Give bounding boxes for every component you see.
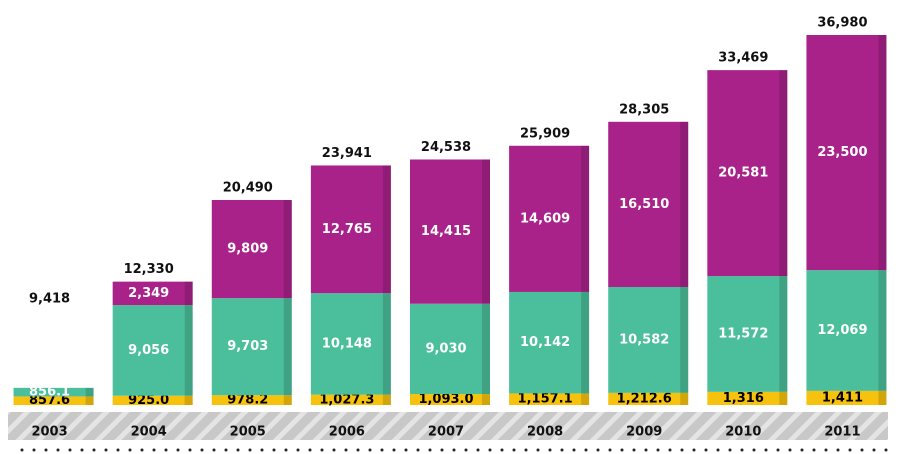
bar-side [581, 291, 590, 394]
segment-label: 978.2 [227, 393, 268, 408]
segment-label: 10,142 [520, 335, 570, 350]
bar-segment [112, 281, 193, 306]
bar-side [878, 390, 887, 405]
bar-segment [509, 145, 590, 292]
bar-side [283, 199, 292, 299]
segment-label: 9,056 [128, 343, 169, 358]
segment-label: 9,030 [425, 341, 466, 356]
bar-segment [410, 394, 490, 405]
bar-segment [310, 394, 391, 405]
segment-label: 9,703 [227, 339, 268, 354]
bar-segment [211, 395, 292, 405]
bar-segment [509, 393, 590, 405]
segment-label: 1,316 [723, 391, 764, 406]
x-tick-label: 2004 [131, 425, 167, 440]
segment-label: 856.1 [29, 385, 70, 400]
bar-side [878, 270, 887, 391]
bar-side [482, 394, 490, 405]
bar-segment [310, 293, 391, 395]
x-tick-label: 2008 [527, 425, 563, 440]
total-label: 25,909 [520, 126, 570, 141]
bar-segment [13, 396, 94, 405]
bar-side [85, 387, 94, 397]
bar-segment [707, 276, 788, 392]
bar-side [779, 276, 788, 392]
bar-segment [13, 387, 94, 397]
bar-side [680, 286, 689, 393]
bar-side [283, 298, 292, 396]
segment-label: 16,510 [619, 197, 669, 212]
bar-side [283, 395, 292, 405]
segment-label: 23,500 [817, 145, 867, 160]
segment-label: 1,093.0 [418, 392, 473, 407]
total-label: 9,418 [29, 291, 70, 306]
bar-side [382, 293, 391, 395]
segment-label: 1,027.3 [319, 392, 374, 407]
bar-side [85, 396, 94, 405]
x-tick-label: 2007 [428, 425, 464, 440]
bar-segment [806, 390, 887, 405]
x-tick-label: 2011 [824, 425, 860, 440]
total-label: 36,980 [817, 16, 867, 31]
bar-segment [608, 392, 689, 405]
bar-segment [112, 305, 193, 396]
base-strip [8, 412, 888, 440]
bar-segment [410, 303, 490, 395]
bar-segment [806, 35, 887, 271]
bar-side [680, 392, 689, 405]
segment-label: 925.0 [128, 393, 169, 408]
bar-segment [112, 395, 193, 405]
bar-segment [310, 165, 391, 294]
segment-label: 2,349 [128, 286, 169, 301]
x-tick-label: 2005 [230, 425, 266, 440]
segment-label: 857.6 [29, 393, 70, 408]
bar-side [482, 159, 490, 304]
bar-side [184, 281, 193, 306]
segment-label: 1,212.6 [617, 391, 672, 406]
bar-segment [410, 159, 490, 304]
bar-side [779, 70, 788, 277]
segment-label: 14,415 [421, 224, 471, 239]
bar-side [779, 391, 788, 405]
total-label: 28,305 [619, 102, 669, 117]
segment-label: 11,572 [718, 326, 768, 341]
total-label: 33,469 [718, 51, 768, 66]
segment-label: 1,411 [822, 390, 863, 405]
segment-label: 10,148 [322, 336, 372, 351]
x-tick-label: 2010 [725, 425, 761, 440]
bar-segment [707, 70, 788, 277]
bar-side [382, 394, 391, 405]
segment-label: 10,582 [619, 332, 669, 347]
segment-label: 9,809 [227, 242, 268, 257]
total-label: 23,941 [322, 146, 372, 161]
bar-segment [211, 298, 292, 396]
bar-side [482, 303, 490, 395]
bar-side [382, 165, 391, 294]
segment-label: 12,765 [322, 222, 372, 237]
bar-segment [608, 286, 689, 393]
bar-segment [608, 121, 689, 287]
x-tick-label: 2006 [329, 425, 365, 440]
segment-label: 14,609 [520, 211, 570, 226]
bar-side [184, 305, 193, 396]
bar-segment [707, 391, 788, 405]
x-tick-label: 2003 [31, 425, 67, 440]
total-label: 24,538 [421, 140, 471, 155]
bar-side [878, 35, 887, 271]
bar-segment [806, 270, 887, 391]
bar-side [581, 145, 590, 292]
segment-label: 1,157.1 [518, 392, 573, 407]
bar-side [581, 393, 590, 405]
segment-label: 20,581 [718, 166, 768, 181]
segment-label: 12,069 [817, 323, 867, 338]
total-label: 20,490 [223, 180, 273, 195]
bar-segment [211, 199, 292, 299]
bar-segment [509, 291, 590, 394]
bar-side [184, 395, 193, 405]
total-label: 12,330 [124, 262, 174, 277]
bar-side [680, 121, 689, 287]
x-tick-label: 2009 [626, 425, 662, 440]
